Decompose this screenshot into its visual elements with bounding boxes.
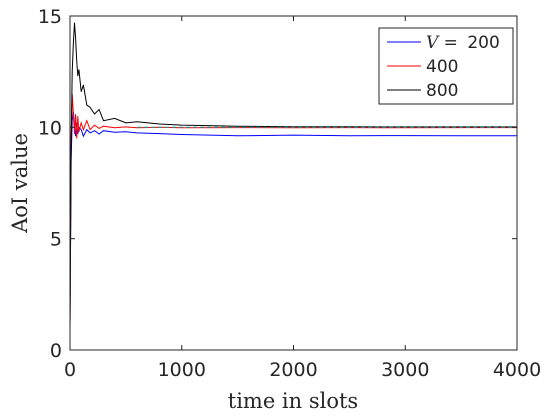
y-tick-label: 5 bbox=[50, 229, 62, 251]
legend: V = 200 400 800 bbox=[378, 27, 514, 105]
y-tick-label: 15 bbox=[38, 6, 62, 28]
x-axis: 0 1000 2000 3000 4000 bbox=[64, 16, 541, 381]
y-axis-label: AoI value bbox=[8, 133, 32, 234]
x-tick-label: 3000 bbox=[381, 359, 429, 381]
x-tick-label: 1000 bbox=[158, 359, 206, 381]
x-tick-label: 2000 bbox=[269, 359, 317, 381]
series-line-v800 bbox=[70, 22, 517, 328]
x-tick-label: 4000 bbox=[493, 359, 541, 381]
y-tick-label: 0 bbox=[50, 340, 62, 362]
x-axis-label: time in slots bbox=[228, 389, 358, 413]
y-tick-label: 10 bbox=[38, 117, 62, 139]
legend-title-italic: V = bbox=[426, 33, 458, 53]
y-axis: 0 5 10 15 bbox=[38, 6, 517, 362]
x-tick-label: 0 bbox=[64, 359, 76, 381]
legend-label-400: 400 bbox=[426, 57, 458, 77]
legend-label-800: 800 bbox=[426, 81, 458, 101]
legend-value-200: 200 bbox=[467, 33, 499, 53]
legend-label-v200: V = 200 bbox=[426, 33, 500, 53]
